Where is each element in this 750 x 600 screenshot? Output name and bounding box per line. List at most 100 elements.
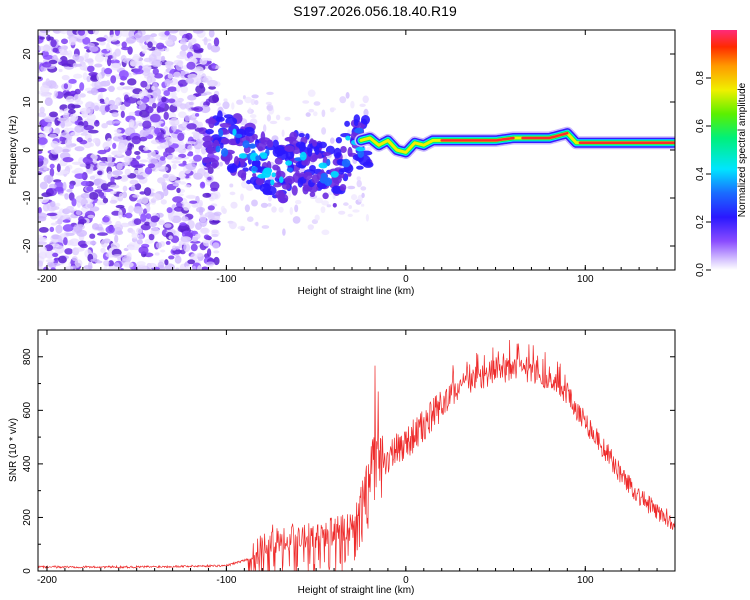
noise-blob [52,252,59,258]
noise-blob [110,242,121,250]
noise-blob [180,37,188,43]
noise-blob [261,225,270,229]
signal-blob [311,174,320,184]
noise-blob [40,84,50,94]
noise-blob [61,74,70,81]
noise-blob [120,104,126,111]
noise-blob [161,96,167,103]
noise-blob [360,186,367,191]
noise-blob [151,85,156,91]
noise-blob [45,250,55,259]
noise-blob [100,183,109,191]
noise-blob [110,176,115,184]
noise-blob [61,38,68,45]
noise-blob [207,213,215,221]
noise-blob [158,138,166,143]
noise-blob [106,79,111,86]
noise-blob [207,205,215,211]
noise-blob [173,59,184,66]
noise-blob [72,161,83,165]
noise-blob [213,256,220,266]
noise-blob [164,259,169,266]
noise-blob [114,266,121,270]
signal-blob [284,175,295,185]
noise-blob [38,216,47,222]
noise-blob [321,109,326,118]
signal-blob [330,171,339,178]
noise-blob [66,189,73,193]
signal-blob [338,169,345,175]
noise-blob [275,114,281,121]
noise-blob [211,62,216,70]
noise-blob [59,170,70,175]
snr-y-ticks: 0 200 400 600 800 [22,329,675,574]
noise-blob [199,218,208,227]
noise-blob [53,90,59,98]
noise-blob [87,65,95,73]
noise-blob [106,42,111,52]
signal-blob [215,145,221,153]
noise-blob [72,53,80,61]
noise-blob [89,206,100,212]
noise-blob [196,123,202,128]
noise-blob [343,202,349,206]
noise-blob [104,67,113,75]
noise-blob [127,78,137,86]
noise-blob [110,75,117,84]
snr-y-label: SNR (10 * v/v) [8,418,19,482]
signal-blob [357,149,365,158]
noise-blob [219,161,223,167]
noise-blob [236,99,244,105]
noise-blob [103,238,111,244]
noise-blob [266,104,274,112]
noise-blob [111,111,119,118]
noise-blob [96,162,106,171]
noise-blob [172,163,177,170]
noise-blob [89,142,94,147]
noise-blob [263,124,267,133]
signal-blob [266,139,274,148]
noise-blob [118,70,129,79]
noise-blob [120,110,125,118]
noise-blob [184,184,191,188]
noise-blob [164,47,170,52]
noise-blob [207,166,214,174]
noise-blob [160,249,166,253]
noise-blob [99,98,105,103]
noise-blob [186,123,197,130]
noise-blob [156,131,164,141]
y-tick-label: 10 [22,96,33,108]
noise-blob [278,206,284,213]
spectrogram-x-ticks: -200 -100 0 100 [37,30,676,285]
noise-blob [84,52,89,60]
noise-blob [282,228,286,236]
noise-blob [267,195,272,202]
signal-blob [249,143,256,149]
noise-blob [129,59,137,67]
noise-blob [131,184,136,192]
signal-blob [243,126,255,137]
noise-blob [65,95,75,103]
signal-blob [223,114,234,119]
noise-blob [96,37,107,42]
noise-blob [187,94,197,101]
noise-blob [45,259,55,263]
signal-blob [226,163,238,173]
noise-blob [105,225,115,234]
noise-blob [188,41,193,50]
noise-blob [193,141,203,150]
signal-blob [291,185,298,196]
signal-blob [255,155,261,162]
noise-blob [200,146,207,155]
noise-blob [58,109,64,113]
signal-blob [271,172,276,178]
noise-blob [112,224,124,231]
noise-blob [157,261,165,269]
noise-blob [103,265,108,270]
noise-blob [58,255,67,264]
x-tick-label: 100 [577,274,594,285]
snr-panel: -200 -100 0 100 0 200 400 600 800 Height of str… [8,329,676,596]
noise-blob [360,203,365,207]
noise-blob [159,156,166,161]
